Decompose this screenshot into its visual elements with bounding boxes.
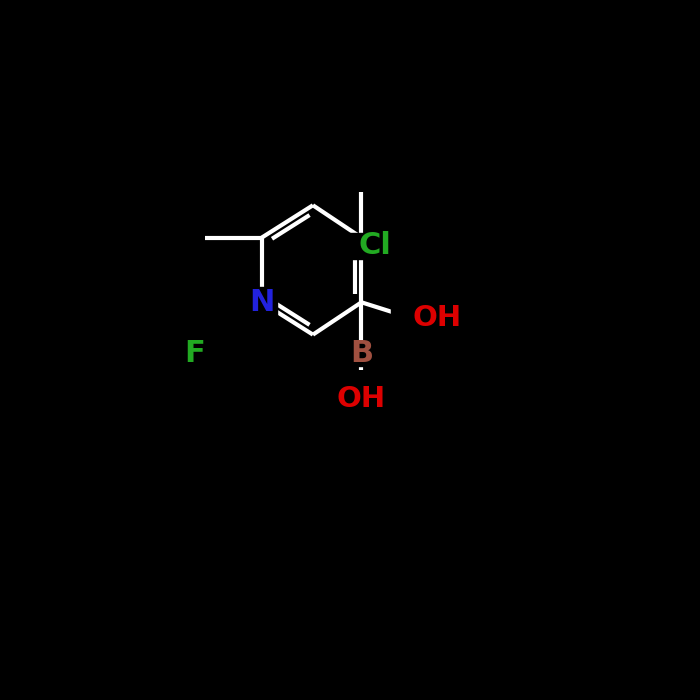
Text: F: F: [184, 339, 204, 368]
Bar: [179, 341, 209, 366]
Text: Cl: Cl: [358, 231, 391, 260]
Text: B: B: [350, 339, 373, 368]
Text: OH: OH: [412, 304, 462, 332]
Text: OH: OH: [337, 385, 386, 413]
Bar: [247, 288, 276, 317]
Bar: [346, 341, 377, 366]
Bar: [339, 233, 379, 258]
Bar: [340, 386, 383, 412]
Text: N: N: [249, 288, 274, 317]
Bar: [391, 305, 434, 331]
